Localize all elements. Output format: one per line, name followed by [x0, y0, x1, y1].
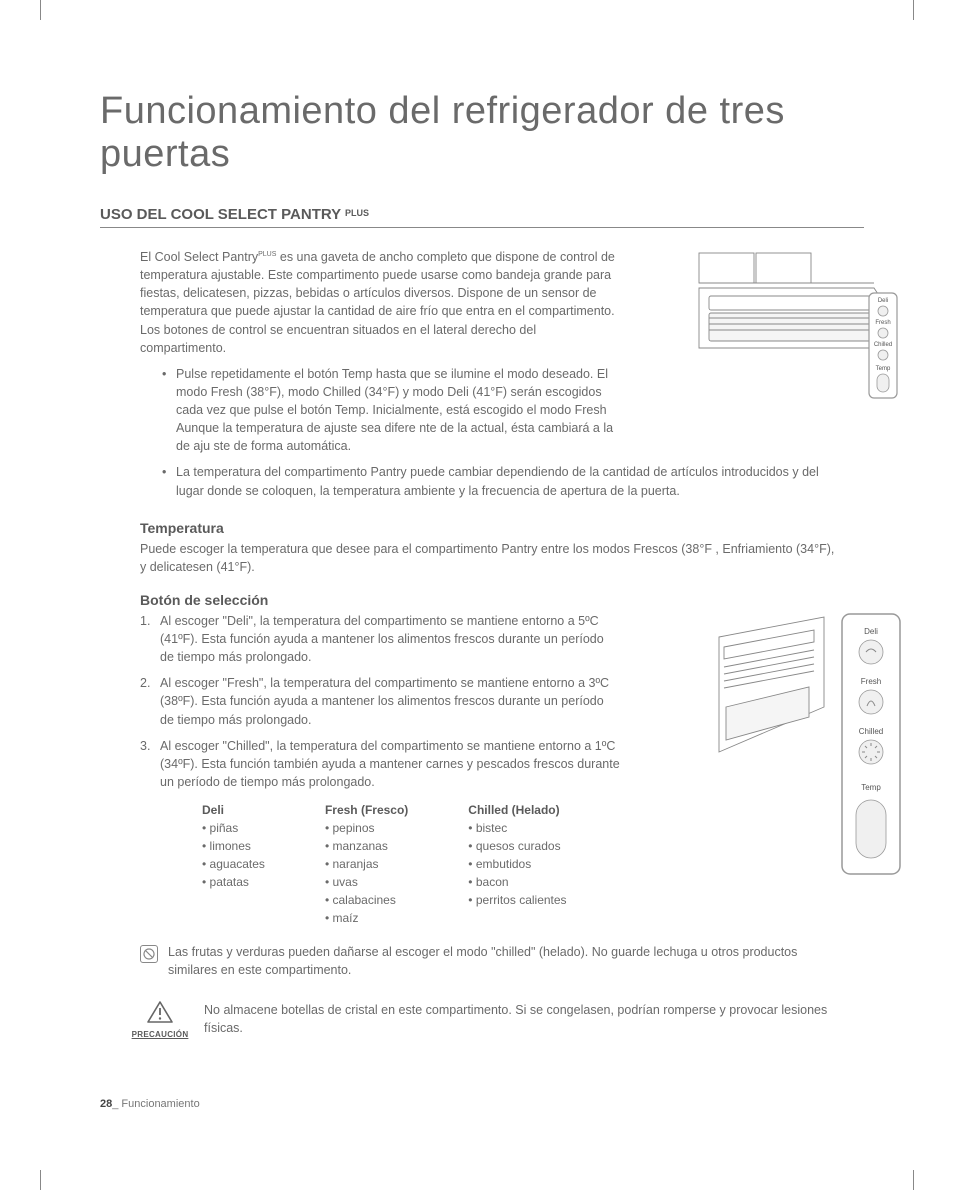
- list-item: calabacines: [325, 891, 408, 909]
- list-item: aguacates: [202, 855, 265, 873]
- temperature-paragraph: Puede escoger la temperatura que desee p…: [140, 540, 840, 576]
- panel-fresh-label: Fresh: [875, 320, 890, 326]
- list-item: manzanas: [325, 837, 408, 855]
- list-item: uvas: [325, 873, 408, 891]
- list-item: Al escoger "Fresh", la temperatura del c…: [140, 674, 620, 728]
- intro-block: Deli Fresh Chilled Temp El Cool Select P…: [140, 248, 864, 500]
- section-heading: USO DEL COOL SELECT PANTRY PLUS: [100, 206, 864, 228]
- food-column-chilled: Chilled (Helado) bistec quesos curados e…: [468, 801, 566, 927]
- section-heading-sup: PLUS: [345, 208, 369, 218]
- list-item: naranjas: [325, 855, 408, 873]
- list-item: quesos curados: [468, 837, 566, 855]
- section-heading-text: USO DEL COOL SELECT PANTRY: [100, 206, 341, 223]
- food-column-fresh: Fresh (Fresco) pepinos manzanas naranjas…: [325, 801, 408, 927]
- panel2-temp-label: Temp: [861, 783, 881, 792]
- note-text: Las frutas y verduras pueden dañarse al …: [168, 943, 828, 979]
- selection-heading: Botón de selección: [140, 592, 864, 608]
- crop-mark: [894, 0, 914, 20]
- list-item: limones: [202, 837, 265, 855]
- list-item: La temperatura del compartimento Pantry …: [162, 463, 842, 499]
- list-item: Pulse repetidamente el botón Temp hasta …: [162, 365, 622, 456]
- column-head: Deli: [202, 801, 265, 819]
- list-item: piñas: [202, 819, 265, 837]
- page-title: Funcionamiento del refrigerador de tres …: [100, 90, 864, 176]
- selection-block: Deli Fresh Chilled Temp Al escoger "Deli…: [140, 612, 864, 927]
- column-head: Fresh (Fresco): [325, 801, 408, 819]
- list-item: pepinos: [325, 819, 408, 837]
- caution-callout: PRECAUCIÓN No almacene botellas de crist…: [100, 1001, 864, 1039]
- list-item: bistec: [468, 819, 566, 837]
- warning-triangle-icon: [147, 1001, 173, 1023]
- list-item: bacon: [468, 873, 566, 891]
- panel2-fresh-label: Fresh: [861, 677, 881, 686]
- crop-mark: [40, 0, 60, 20]
- panel2-deli-label: Deli: [864, 627, 878, 636]
- caution-badge: PRECAUCIÓN: [130, 1001, 190, 1039]
- column-head: Chilled (Helado): [468, 801, 566, 819]
- crop-mark: [40, 1170, 60, 1190]
- list-item: maíz: [325, 909, 408, 927]
- panel-temp-label: Temp: [876, 366, 891, 372]
- caution-text: No almacene botellas de cristal en este …: [204, 1001, 844, 1037]
- food-column-deli: Deli piñas limones aguacates patatas: [202, 801, 265, 927]
- note-icon: [140, 945, 158, 963]
- pantry-drawer-illustration: Deli Fresh Chilled Temp: [694, 248, 904, 403]
- list-item: embutidos: [468, 855, 566, 873]
- control-panel-illustration: Deli Fresh Chilled Temp: [714, 612, 904, 882]
- panel-deli-label: Deli: [878, 298, 888, 304]
- footer-section: _ Funcionamiento: [112, 1098, 199, 1110]
- list-item: Al escoger "Chilled", la temperatura del…: [140, 737, 620, 791]
- page-footer: 28_ Funcionamiento: [100, 1098, 200, 1110]
- intro-paragraph: El Cool Select PantryPLUS es una gaveta …: [140, 248, 620, 357]
- list-item: Al escoger "Deli", la temperatura del co…: [140, 612, 620, 666]
- panel-chilled-label: Chilled: [874, 342, 892, 348]
- temperature-heading: Temperatura: [140, 520, 864, 536]
- list-item: patatas: [202, 873, 265, 891]
- page-number: 28: [100, 1098, 112, 1110]
- caution-label: PRECAUCIÓN: [130, 1030, 190, 1039]
- list-item: perritos calientes: [468, 891, 566, 909]
- note-callout: Las frutas y verduras pueden dañarse al …: [140, 943, 864, 979]
- panel2-chilled-label: Chilled: [859, 727, 883, 736]
- crop-mark: [894, 1170, 914, 1190]
